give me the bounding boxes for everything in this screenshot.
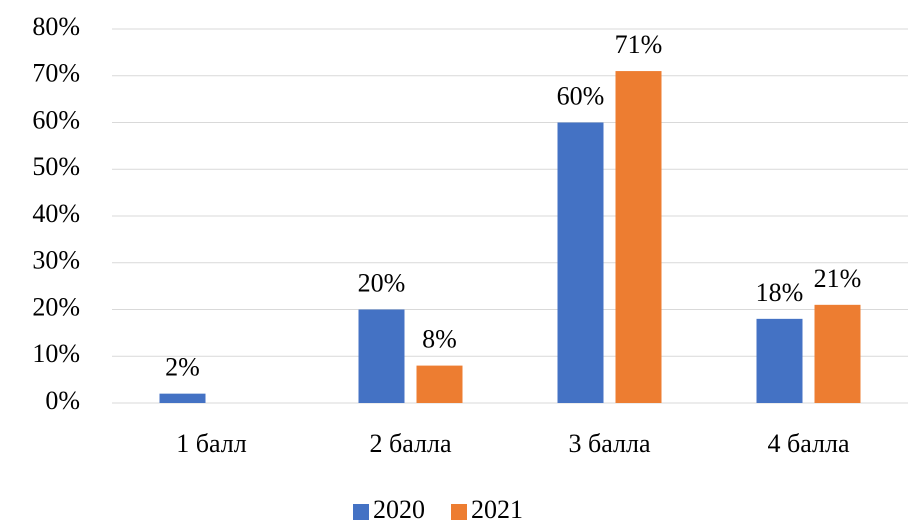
data-label: 20% bbox=[358, 268, 406, 297]
x-tick-label: 1 балл bbox=[176, 429, 246, 458]
data-label: 60% bbox=[557, 81, 605, 110]
y-tick-label: 10% bbox=[32, 339, 80, 368]
data-label: 71% bbox=[615, 30, 663, 59]
y-tick-label: 80% bbox=[32, 12, 80, 41]
legend-swatch bbox=[451, 504, 467, 520]
legend-label: 2021 bbox=[471, 495, 523, 524]
bar bbox=[814, 304, 861, 403]
x-tick-label: 4 балла bbox=[768, 429, 850, 458]
y-tick-label: 40% bbox=[32, 199, 80, 228]
bar bbox=[756, 318, 803, 403]
data-label: 8% bbox=[422, 325, 457, 354]
legend-swatch bbox=[353, 504, 369, 520]
bar bbox=[358, 309, 405, 403]
x-tick-label: 3 балла bbox=[569, 429, 651, 458]
y-tick-label: 50% bbox=[32, 152, 80, 181]
y-tick-label: 20% bbox=[32, 292, 80, 321]
data-label: 18% bbox=[756, 278, 804, 307]
y-tick-label: 30% bbox=[32, 246, 80, 275]
bar bbox=[416, 365, 463, 403]
data-label: 21% bbox=[814, 264, 862, 293]
legend-label: 2020 bbox=[373, 495, 425, 524]
y-tick-label: 60% bbox=[32, 105, 80, 134]
y-tick-label: 70% bbox=[32, 59, 80, 88]
bar bbox=[557, 122, 604, 403]
bar bbox=[615, 71, 662, 403]
data-label: 2% bbox=[165, 353, 200, 382]
x-tick-label: 2 балла bbox=[370, 429, 452, 458]
bar bbox=[159, 393, 206, 403]
y-tick-label: 0% bbox=[45, 386, 80, 415]
